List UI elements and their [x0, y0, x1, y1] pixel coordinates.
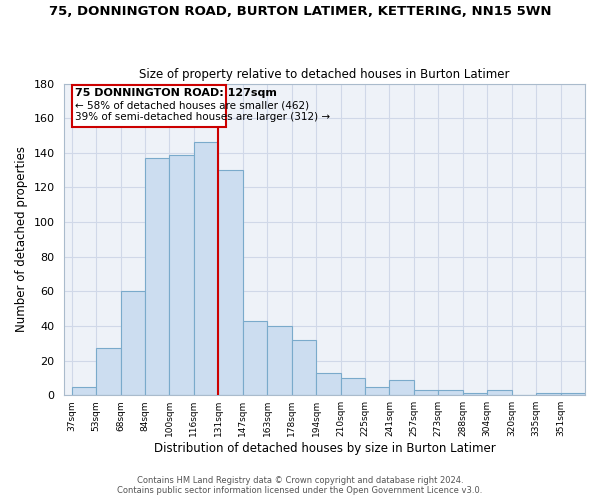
Bar	[414, 390, 439, 395]
Bar	[243, 321, 267, 395]
Bar	[341, 378, 365, 395]
Y-axis label: Number of detached properties: Number of detached properties	[15, 146, 28, 332]
Bar	[72, 386, 96, 395]
Text: 75 DONNINGTON ROAD: 127sqm: 75 DONNINGTON ROAD: 127sqm	[76, 88, 277, 98]
Bar	[145, 158, 169, 395]
Text: 75, DONNINGTON ROAD, BURTON LATIMER, KETTERING, NN15 5WN: 75, DONNINGTON ROAD, BURTON LATIMER, KET…	[49, 5, 551, 18]
Text: ← 58% of detached houses are smaller (462): ← 58% of detached houses are smaller (46…	[76, 100, 310, 110]
Bar	[267, 326, 292, 395]
Bar	[96, 348, 121, 395]
Text: 39% of semi-detached houses are larger (312) →: 39% of semi-detached houses are larger (…	[76, 112, 331, 122]
Bar	[194, 142, 218, 395]
Bar	[292, 340, 316, 395]
Bar	[439, 390, 463, 395]
Bar	[389, 380, 414, 395]
Bar	[169, 154, 194, 395]
Title: Size of property relative to detached houses in Burton Latimer: Size of property relative to detached ho…	[139, 68, 510, 81]
Bar	[365, 386, 389, 395]
Bar	[560, 394, 585, 395]
Text: Contains HM Land Registry data © Crown copyright and database right 2024.
Contai: Contains HM Land Registry data © Crown c…	[118, 476, 482, 495]
Bar	[72, 86, 226, 127]
Bar	[536, 394, 560, 395]
X-axis label: Distribution of detached houses by size in Burton Latimer: Distribution of detached houses by size …	[154, 442, 496, 455]
Bar	[121, 292, 145, 395]
Bar	[316, 372, 341, 395]
Bar	[463, 394, 487, 395]
Bar	[218, 170, 243, 395]
Bar	[487, 390, 512, 395]
